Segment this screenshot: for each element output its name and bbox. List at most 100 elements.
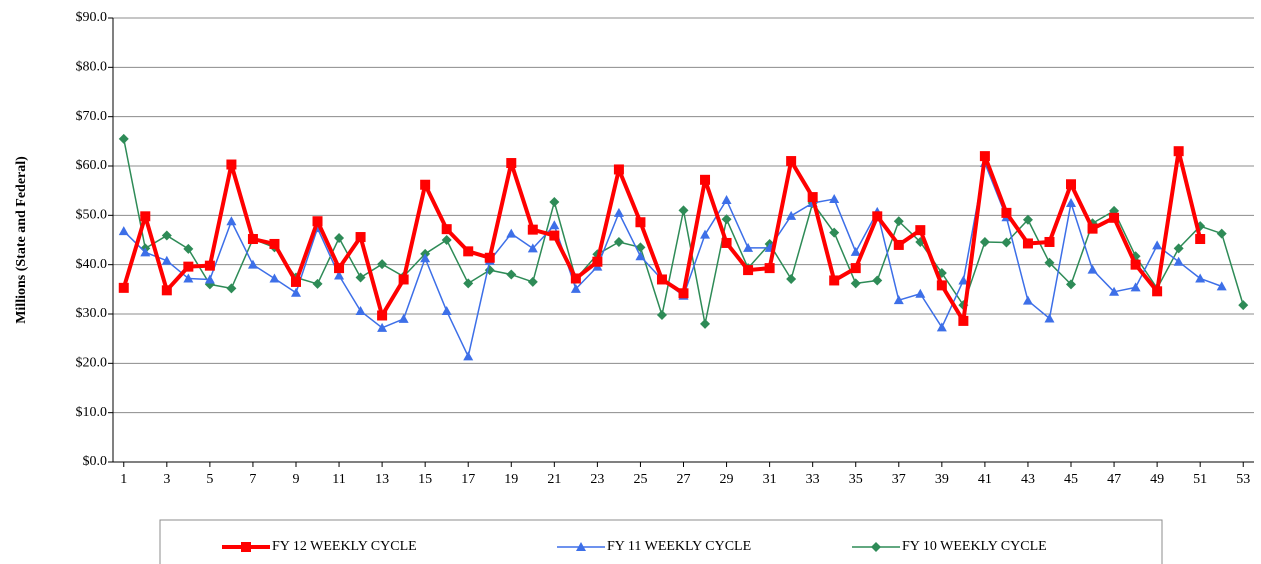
marker: [506, 158, 517, 169]
marker: [334, 233, 345, 244]
marker: [721, 237, 732, 248]
x-tick-label: 17: [461, 472, 475, 487]
marker: [613, 236, 624, 247]
marker: [656, 274, 667, 285]
x-tick-label: 13: [375, 472, 389, 487]
marker: [893, 295, 904, 305]
x-tick-label: 21: [547, 472, 561, 487]
marker: [355, 232, 366, 243]
x-tick-label: 53: [1236, 472, 1250, 487]
y-tick-label: $10.0: [76, 405, 108, 420]
x-tick-label: 33: [806, 472, 820, 487]
marker: [700, 318, 711, 329]
x-tick-label: 1: [120, 472, 127, 487]
marker: [678, 205, 689, 216]
marker: [1130, 282, 1141, 292]
marker: [269, 273, 280, 283]
marker: [1173, 256, 1184, 266]
legend-box: [159, 519, 1163, 564]
marker: [247, 234, 258, 245]
marker: [850, 278, 861, 289]
marker: [1087, 223, 1098, 234]
marker: [377, 322, 388, 332]
marker: [871, 542, 881, 552]
x-tick-label: 7: [249, 472, 256, 487]
marker: [786, 273, 797, 284]
marker: [161, 255, 172, 265]
marker: [1173, 146, 1184, 157]
marker: [613, 164, 624, 175]
marker: [355, 306, 366, 316]
marker: [1195, 273, 1206, 283]
y-tick-label: $0.0: [83, 454, 108, 469]
marker: [1022, 238, 1033, 249]
marker: [241, 542, 251, 552]
marker: [290, 287, 301, 297]
marker: [743, 265, 754, 276]
marker: [549, 197, 560, 208]
marker: [1109, 286, 1120, 296]
marker: [592, 256, 603, 267]
marker: [635, 217, 646, 228]
marker: [1044, 257, 1055, 268]
marker: [183, 261, 194, 272]
marker: [936, 322, 947, 332]
marker: [1001, 237, 1012, 248]
marker: [549, 220, 560, 230]
marker: [958, 275, 969, 285]
marker: [721, 195, 732, 205]
marker: [183, 243, 194, 254]
marker: [527, 276, 538, 287]
marker: [936, 280, 947, 291]
marker: [1066, 179, 1077, 190]
x-tick-label: 49: [1150, 472, 1164, 487]
marker: [1022, 295, 1033, 305]
marker: [118, 282, 129, 293]
x-tick-label: 51: [1193, 472, 1207, 487]
marker: [527, 243, 538, 253]
y-axis-label: Millions (State and Federal): [14, 156, 29, 324]
marker: [1238, 300, 1249, 311]
marker: [506, 269, 517, 280]
marker: [786, 156, 797, 167]
marker: [850, 246, 861, 256]
marker: [872, 275, 883, 286]
marker: [979, 236, 990, 247]
marker: [161, 285, 172, 296]
marker: [226, 283, 237, 294]
legend-label: FY 12 WEEKLY CYCLE: [272, 539, 417, 554]
marker: [958, 315, 969, 326]
marker: [183, 273, 194, 283]
marker: [247, 259, 258, 269]
marker: [829, 227, 840, 238]
marker: [829, 194, 840, 204]
marker: [1022, 214, 1033, 225]
marker: [506, 228, 517, 238]
marker: [398, 313, 409, 323]
x-tick-label: 35: [849, 472, 863, 487]
marker: [1216, 281, 1227, 291]
x-tick-label: 3: [163, 472, 170, 487]
y-tick-label: $50.0: [76, 208, 108, 223]
y-tick-label: $90.0: [76, 10, 108, 25]
marker: [1066, 198, 1077, 207]
marker: [355, 272, 366, 283]
marker: [377, 310, 388, 321]
marker: [463, 351, 474, 361]
marker: [850, 263, 861, 274]
x-tick-label: 9: [292, 472, 299, 487]
marker: [1152, 240, 1163, 250]
marker: [979, 151, 990, 162]
x-tick-label: 5: [206, 472, 213, 487]
marker: [576, 542, 586, 551]
marker: [872, 211, 883, 222]
marker: [915, 225, 926, 236]
marker: [635, 251, 646, 261]
marker: [140, 211, 151, 222]
x-tick-label: 23: [590, 472, 604, 487]
marker: [893, 216, 904, 227]
x-tick-label: 11: [332, 472, 345, 487]
marker: [441, 306, 452, 316]
marker: [140, 247, 151, 257]
x-tick-label: 27: [677, 472, 691, 487]
